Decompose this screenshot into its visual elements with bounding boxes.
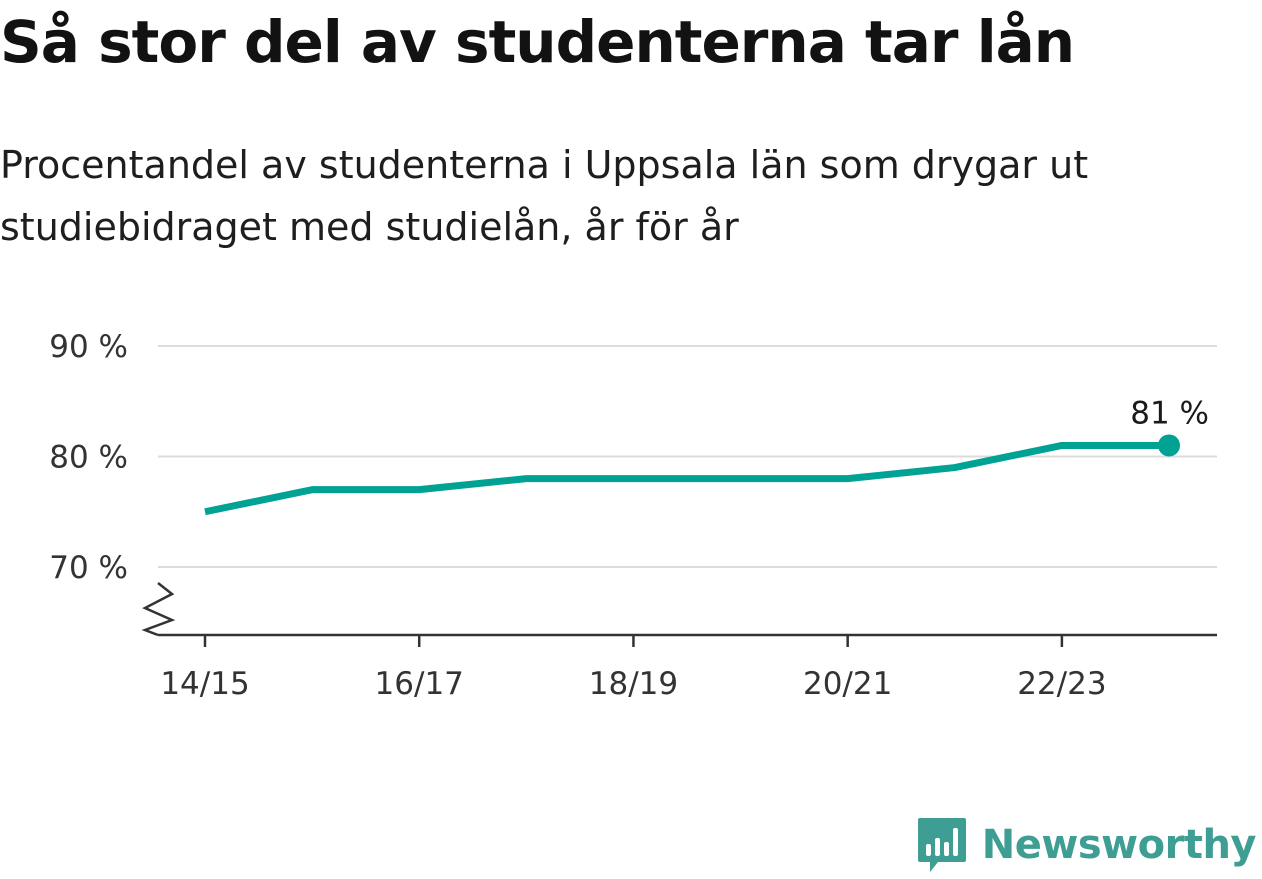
series-layer [204,434,1180,516]
x-tick-label: 22/23 [1017,666,1106,702]
y-tick-label: 70 % [49,550,128,586]
chart-title: Så stor del av studenterna tar lån [0,8,1075,76]
newsworthy-logo: Newsworthy [916,815,1257,875]
series-line [204,441,1169,516]
x-tick-label: 16/17 [375,666,464,702]
gridlines [158,345,1217,568]
axis-break-zigzag [141,582,176,637]
end-value-label: 81 % [1130,395,1209,431]
x-tick-label: 18/19 [589,666,678,702]
bar-chart-badge-icon [917,818,966,872]
y-tick-label: 80 % [49,440,128,476]
axes [141,582,1217,647]
logo-text: Newsworthy [981,822,1257,868]
x-tick-label: 14/15 [160,666,249,702]
y-tick-label: 90 % [49,329,128,365]
chart-subtitle: Procentandel av studenterna i Uppsala lä… [0,143,1089,249]
x-tick-label: 20/21 [803,666,892,702]
labels-layer: 70 % 80 % 90 % 14/15 16/17 18/19 20/21 22/23 81 … [49,329,1209,702]
end-point-marker [1158,434,1180,457]
